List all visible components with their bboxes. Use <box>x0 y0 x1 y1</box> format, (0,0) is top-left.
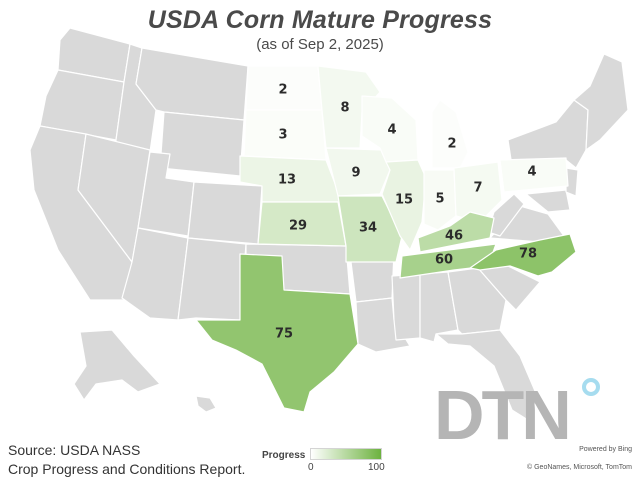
value-illinois: 15 <box>395 193 413 208</box>
map-credit-powered-by: Powered by Bing <box>579 446 632 453</box>
state-new-york <box>507 99 589 169</box>
value-ohio: 7 <box>473 181 482 196</box>
state-new-mexico <box>177 237 247 321</box>
legend-title: Progress <box>262 450 306 461</box>
state-alaska <box>73 329 161 401</box>
value-tennessee: 60 <box>435 253 453 268</box>
value-north-dakota: 2 <box>278 83 287 98</box>
value-kentucky: 46 <box>445 229 463 244</box>
state-michigan <box>431 99 469 169</box>
state-north-carolina <box>469 233 577 277</box>
value-pennsylvania: 4 <box>527 165 536 180</box>
legend-gradient-bar <box>310 448 382 460</box>
legend-min-label: 0 <box>308 462 314 473</box>
value-minnesota: 8 <box>340 101 349 116</box>
state-new-england <box>573 53 629 151</box>
state-iowa <box>325 147 391 197</box>
state-pennsylvania <box>499 157 569 193</box>
state-indiana <box>423 169 457 231</box>
value-kansas: 29 <box>289 219 307 234</box>
source-line: Source: USDA NASS <box>8 442 141 458</box>
state-hawaii <box>195 395 217 413</box>
state-minnesota <box>317 65 381 149</box>
value-texas: 75 <box>275 327 293 342</box>
value-wisconsin: 4 <box>387 123 396 138</box>
state-texas <box>195 253 359 413</box>
state-ohio <box>453 161 503 223</box>
state-colorado <box>187 181 263 245</box>
value-nebraska: 13 <box>278 173 296 188</box>
value-indiana: 5 <box>435 192 444 207</box>
map-subtitle: (as of Sep 2, 2025) <box>256 36 384 53</box>
value-michigan: 2 <box>447 137 456 152</box>
value-iowa: 9 <box>351 166 360 181</box>
state-maryland-delaware <box>525 189 571 213</box>
state-illinois <box>381 159 427 251</box>
value-north-carolina: 78 <box>519 247 537 262</box>
map-credit-sources: © GeoNames, Microsoft, TomTom <box>527 464 632 471</box>
value-south-dakota: 3 <box>278 128 287 143</box>
state-kentucky <box>417 211 495 253</box>
dtn-logo-dot-icon <box>582 378 600 396</box>
value-missouri: 34 <box>359 221 377 236</box>
dtn-logo: DTN <box>434 376 572 454</box>
state-mississippi <box>391 273 421 341</box>
state-wyoming <box>159 111 245 177</box>
state-florida <box>435 329 539 421</box>
report-name: Crop Progress and Conditions Report. <box>8 461 246 477</box>
map-title: USDA Corn Mature Progress <box>147 6 493 34</box>
state-missouri <box>337 195 403 263</box>
legend-max-label: 100 <box>368 462 385 473</box>
